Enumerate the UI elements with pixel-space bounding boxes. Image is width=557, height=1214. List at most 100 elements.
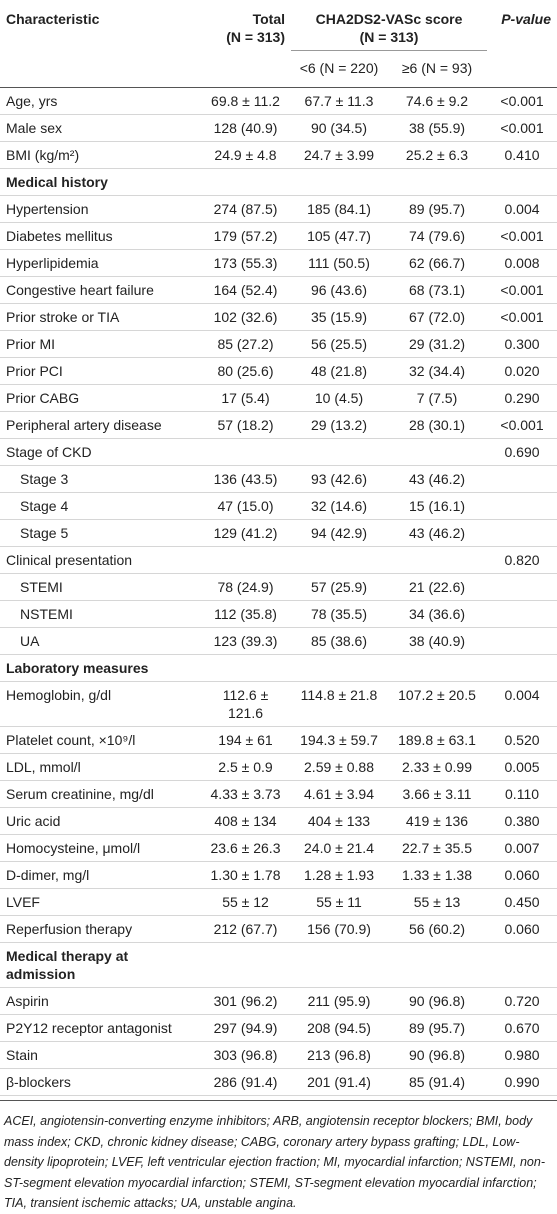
value-cell — [487, 519, 557, 547]
value-cell: 67.7 ± 11.3 — [291, 87, 387, 115]
value-cell: 56 (25.5) — [291, 330, 387, 358]
label-cell: Prior MI — [0, 330, 186, 358]
header-cell — [0, 50, 186, 88]
value-cell: 93 (42.6) — [291, 465, 387, 493]
table-row: Uric acid 408 ± 134 404 ± 133 419 ± 136 0.38… — [0, 807, 557, 835]
value-cell: 0.005 — [487, 753, 557, 781]
label-cell: Hyperlipidemia — [0, 249, 186, 277]
label-cell: P2Y12 receptor antagonist — [0, 1014, 186, 1042]
value-cell: 0.060 — [487, 861, 557, 889]
label-cell: D-dimer, mg/l — [0, 861, 186, 889]
value-cell: 56 (60.2) — [387, 915, 488, 943]
value-cell: 34 (36.6) — [387, 600, 488, 628]
value-cell: 96 (43.6) — [291, 276, 387, 304]
value-cell: 107.2 ± 20.5 — [387, 681, 488, 727]
value-cell: 102 (32.6) — [186, 303, 291, 331]
table-row: Stage 5 129 (41.2) 94 (42.9) 43 (46.2) — [0, 519, 557, 547]
value-cell: 78 (35.5) — [291, 600, 387, 628]
value-cell: 7 (7.5) — [387, 384, 488, 412]
table-row: Clinical presentation 0.820 — [0, 546, 557, 574]
label-cell: Stage 5 — [0, 519, 186, 547]
value-cell — [487, 654, 557, 682]
value-cell: 48 (21.8) — [291, 357, 387, 385]
value-cell: 212 (67.7) — [186, 915, 291, 943]
value-cell: 47 (15.0) — [186, 492, 291, 520]
value-cell: 3.66 ± 3.11 — [387, 780, 488, 808]
label-cell: BMI (kg/m²) — [0, 141, 186, 169]
value-cell: 164 (52.4) — [186, 276, 291, 304]
value-cell: 123 (39.3) — [186, 627, 291, 655]
value-cell: 128 (40.9) — [186, 114, 291, 142]
table-row: UA 123 (39.3) 85 (38.6) 38 (40.9) — [0, 627, 557, 655]
value-cell: 112.6 ± 121.6 — [186, 681, 291, 727]
label-cell: β-blockers — [0, 1068, 186, 1096]
header-cell: P-value — [487, 0, 557, 51]
value-cell — [291, 654, 387, 682]
value-cell: 55 ± 12 — [186, 888, 291, 916]
value-cell — [487, 168, 557, 196]
value-cell: 62 (66.7) — [387, 249, 488, 277]
table-row: Homocysteine, μmol/l 23.6 ± 26.3 24.0 ± 21… — [0, 834, 557, 862]
label-cell: Laboratory measures — [0, 654, 186, 682]
value-cell: 301 (96.2) — [186, 987, 291, 1015]
value-cell: <0.001 — [487, 87, 557, 115]
value-cell: 2.5 ± 0.9 — [186, 753, 291, 781]
value-cell: 22.7 ± 35.5 — [387, 834, 488, 862]
header-text: (N = 313) — [226, 29, 285, 45]
value-cell: 43 (46.2) — [387, 519, 488, 547]
label-cell: Prior PCI — [0, 357, 186, 385]
label-cell: NSTEMI — [0, 600, 186, 628]
value-cell: 4.33 ± 3.73 — [186, 780, 291, 808]
table-row: P2Y12 receptor antagonist 297 (94.9) 208 (… — [0, 1014, 557, 1042]
value-cell: 69.8 ± 11.2 — [186, 87, 291, 115]
header-cell — [186, 50, 291, 88]
value-cell: 57 (18.2) — [186, 411, 291, 439]
table-row: Male sex 128 (40.9) 90 (34.5) 38 (55.9) <0.0… — [0, 114, 557, 142]
table-row: Medical history — [0, 168, 557, 196]
label-cell: Reperfusion therapy — [0, 915, 186, 943]
value-cell: 85 (27.2) — [186, 330, 291, 358]
header-text: ≥6 (N = 93) — [401, 60, 473, 76]
table-row: Serum creatinine, mg/dl 4.33 ± 3.73 4.61 ±… — [0, 780, 557, 808]
value-cell — [186, 654, 291, 682]
value-cell: 194 ± 61 — [186, 726, 291, 754]
label-cell: Diabetes mellitus — [0, 222, 186, 250]
value-cell — [186, 168, 291, 196]
table-row: Stage of CKD 0.690 — [0, 438, 557, 466]
value-cell: 32 (34.4) — [387, 357, 488, 385]
table-row: Stain 303 (96.8) 213 (96.8) 90 (96.8) 0.980 — [0, 1041, 557, 1069]
label-cell: Medical therapy at admission — [0, 942, 186, 988]
label-cell: Prior CABG — [0, 384, 186, 412]
value-cell: 74.6 ± 9.2 — [387, 87, 488, 115]
table-row: STEMI 78 (24.9) 57 (25.9) 21 (22.6) — [0, 573, 557, 601]
header-text: Characteristic — [6, 11, 100, 27]
value-cell — [291, 438, 387, 466]
value-cell: 105 (47.7) — [291, 222, 387, 250]
value-cell: <0.001 — [487, 276, 557, 304]
value-cell: 0.020 — [487, 357, 557, 385]
table-row: Prior PCI 80 (25.6) 48 (21.8) 32 (34.4) 0.02… — [0, 357, 557, 385]
value-cell: 24.0 ± 21.4 — [291, 834, 387, 862]
table-header: Characteristic Total (N = 313) CHA2DS2-VA… — [0, 0, 557, 88]
header-text: <6 (N = 220) — [299, 60, 379, 76]
data-table: Characteristic Total (N = 313) CHA2DS2-VA… — [0, 0, 557, 1096]
value-cell: 404 ± 133 — [291, 807, 387, 835]
label-cell: Uric acid — [0, 807, 186, 835]
value-cell: 94 (42.9) — [291, 519, 387, 547]
label-cell: Hemoglobin, g/dl — [0, 681, 186, 727]
value-cell: 0.300 — [487, 330, 557, 358]
label-cell: Homocysteine, μmol/l — [0, 834, 186, 862]
value-cell: 24.7 ± 3.99 — [291, 141, 387, 169]
value-cell: 0.690 — [487, 438, 557, 466]
value-cell: 274 (87.5) — [186, 195, 291, 223]
value-cell: 136 (43.5) — [186, 465, 291, 493]
value-cell: 74 (79.6) — [387, 222, 488, 250]
table-row: Platelet count, ×10⁹/l 194 ± 61 194.3 ± 59… — [0, 726, 557, 754]
value-cell: 0.520 — [487, 726, 557, 754]
table-row: Medical therapy at admission — [0, 942, 557, 988]
value-cell: 25.2 ± 6.3 — [387, 141, 488, 169]
table-row: Laboratory measures — [0, 654, 557, 682]
table-row: Hemoglobin, g/dl 112.6 ± 121.6 114.8 ± 21.… — [0, 681, 557, 727]
header-cell: <6 (N = 220) — [291, 50, 387, 88]
value-cell: 21 (22.6) — [387, 573, 488, 601]
